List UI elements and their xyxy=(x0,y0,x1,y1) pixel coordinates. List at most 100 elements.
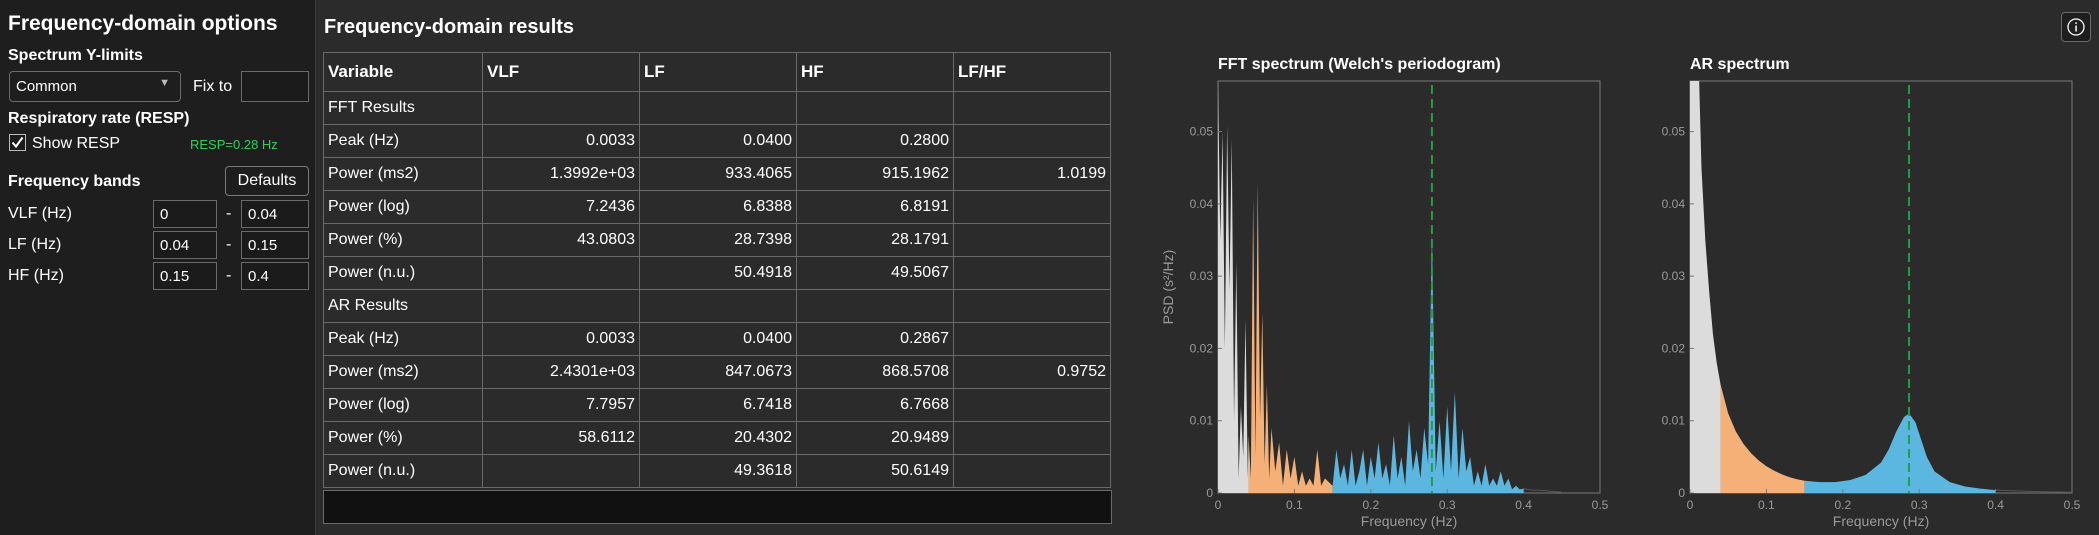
value-cell xyxy=(953,91,1111,125)
value-cell: 0.2867 xyxy=(796,322,954,356)
value-cell xyxy=(953,256,1111,290)
band-area-lf xyxy=(1248,182,1333,493)
value-cell: 28.1791 xyxy=(796,223,954,257)
row-label-cell: Power (n.u.) xyxy=(323,454,483,488)
table-row[interactable]: Power (%) 43.0803 28.7398 28.1791 xyxy=(323,223,1111,257)
table-row[interactable]: Power (log) 7.2436 6.8388 6.8191 xyxy=(323,190,1111,224)
value-cell: 2.4301e+03 xyxy=(482,355,640,389)
table-row[interactable]: Power (%) 58.6112 20.4302 20.9489 xyxy=(323,421,1111,455)
frequency-options-panel: Frequency-domain options Spectrum Y-limi… xyxy=(0,0,316,535)
y-tick-label: 0.02 xyxy=(1190,341,1214,355)
info-icon xyxy=(2067,18,2085,36)
value-cell: 50.4918 xyxy=(639,256,797,290)
value-cell: 847.0673 xyxy=(639,355,797,389)
chevron-down-icon: ▼ xyxy=(159,77,170,89)
x-tick-label: 0 xyxy=(1215,498,1222,512)
x-tick-label: 0.1 xyxy=(1286,498,1303,512)
value-cell: 0.2800 xyxy=(796,124,954,158)
table-row[interactable]: Power (log) 7.7957 6.7418 6.7668 xyxy=(323,388,1111,422)
band-from-input[interactable]: 0.04 xyxy=(153,231,217,259)
row-label-cell: Power (ms2) xyxy=(323,157,483,191)
value-cell: 49.3618 xyxy=(639,454,797,488)
row-label-cell: FFT Results xyxy=(323,91,483,125)
table-row[interactable]: Power (n.u.) 50.4918 49.5067 xyxy=(323,256,1111,290)
value-cell xyxy=(482,454,640,488)
band-from-input[interactable]: 0 xyxy=(153,200,217,228)
table-row[interactable]: Power (ms2) 1.3992e+03 933.4065 915.1962 1.0… xyxy=(323,157,1111,191)
y-tick-label: 0.05 xyxy=(1190,125,1214,139)
frequency-results-panel: Frequency-domain results Variable VLF LF… xyxy=(318,0,2099,535)
value-cell xyxy=(482,91,640,125)
ylimits-label: Spectrum Y-limits xyxy=(8,47,143,64)
ylimits-dropdown[interactable]: Common ▼ xyxy=(9,71,181,102)
table-row[interactable]: AR Results xyxy=(323,289,1111,323)
band-area-vlf xyxy=(1690,81,1721,493)
y-tick-label: 0.01 xyxy=(1662,414,1686,428)
value-cell xyxy=(953,124,1111,158)
x-axis-label: Frequency (Hz) xyxy=(1361,513,1457,529)
row-label-cell: Peak (Hz) xyxy=(323,322,483,356)
table-header-row: Variable VLF LF HF LF/HF xyxy=(323,52,1111,92)
band-from-input[interactable]: 0.15 xyxy=(153,262,217,290)
table-row[interactable]: Peak (Hz) 0.0033 0.0400 0.2800 xyxy=(323,124,1111,158)
band-area-hf xyxy=(1332,232,1524,493)
column-header: VLF xyxy=(482,52,640,92)
value-cell: 0.0400 xyxy=(639,322,797,356)
row-label-cell: Power (log) xyxy=(323,190,483,224)
row-label-cell: Power (n.u.) xyxy=(323,256,483,290)
value-cell xyxy=(796,289,954,323)
row-label-cell: Power (%) xyxy=(323,421,483,455)
value-cell: 0.0400 xyxy=(639,124,797,158)
x-tick-label: 0.2 xyxy=(1834,498,1851,512)
ylimits-dropdown-value: Common xyxy=(16,78,77,95)
value-cell: 0.0033 xyxy=(482,322,640,356)
chart-title: AR spectrum xyxy=(1690,56,1790,73)
x-tick-label: 0.3 xyxy=(1911,498,1928,512)
y-axis-label: PSD (s²/Hz) xyxy=(1160,250,1176,325)
defaults-button[interactable]: Defaults xyxy=(225,166,309,196)
table-row[interactable]: Power (n.u.) 49.3618 50.6149 xyxy=(323,454,1111,488)
value-cell: 7.2436 xyxy=(482,190,640,224)
y-tick-label: 0.01 xyxy=(1190,414,1214,428)
value-cell: 6.7668 xyxy=(796,388,954,422)
value-cell: 1.3992e+03 xyxy=(482,157,640,191)
value-cell: 43.0803 xyxy=(482,223,640,257)
x-tick-label: 0.4 xyxy=(1515,498,1532,512)
value-cell: 0.9752 xyxy=(953,355,1111,389)
value-cell: 933.4065 xyxy=(639,157,797,191)
results-title: Frequency-domain results xyxy=(324,16,575,38)
value-cell xyxy=(953,388,1111,422)
table-row[interactable]: FFT Results xyxy=(323,91,1111,125)
value-cell xyxy=(482,256,640,290)
table-row[interactable]: Power (ms2) 2.4301e+03 847.0673 868.5708 0.9… xyxy=(323,355,1111,389)
spectrum-tail-line xyxy=(1995,489,2073,493)
row-label-cell: Peak (Hz) xyxy=(323,124,483,158)
table-row[interactable]: Peak (Hz) 0.0033 0.0400 0.2867 xyxy=(323,322,1111,356)
value-cell: 6.8191 xyxy=(796,190,954,224)
band-label: VLF (Hz) xyxy=(8,205,72,222)
y-tick-label: 0.05 xyxy=(1662,125,1686,139)
value-cell: 915.1962 xyxy=(796,157,954,191)
info-button[interactable] xyxy=(2061,12,2091,42)
value-cell xyxy=(953,190,1111,224)
ar-spectrum-chart: AR spectrum 0 0.1 0.2 0.3 0.4 0.5 0 0.01 0.02 0.03… xyxy=(1662,56,2081,529)
value-cell xyxy=(953,421,1111,455)
fix-to-input[interactable] xyxy=(241,71,309,102)
value-cell: 1.0199 xyxy=(953,157,1111,191)
band-label: HF (Hz) xyxy=(8,267,64,284)
band-to-input[interactable]: 0.4 xyxy=(241,262,309,290)
value-cell xyxy=(953,289,1111,323)
y-tick-label: 0.04 xyxy=(1190,197,1214,211)
band-to-input[interactable]: 0.15 xyxy=(241,231,309,259)
table-empty-area xyxy=(323,490,1112,524)
column-header: LF/HF xyxy=(953,52,1111,92)
y-tick-label: 0 xyxy=(1678,486,1685,500)
show-resp-checkbox[interactable] xyxy=(9,134,26,151)
band-area-hf xyxy=(1804,413,1996,493)
value-cell: 20.4302 xyxy=(639,421,797,455)
plot-area xyxy=(1689,80,2073,494)
y-tick-label: 0.03 xyxy=(1190,269,1214,283)
value-cell: 49.5067 xyxy=(796,256,954,290)
column-header: HF xyxy=(796,52,954,92)
band-to-input[interactable]: 0.04 xyxy=(241,200,309,228)
